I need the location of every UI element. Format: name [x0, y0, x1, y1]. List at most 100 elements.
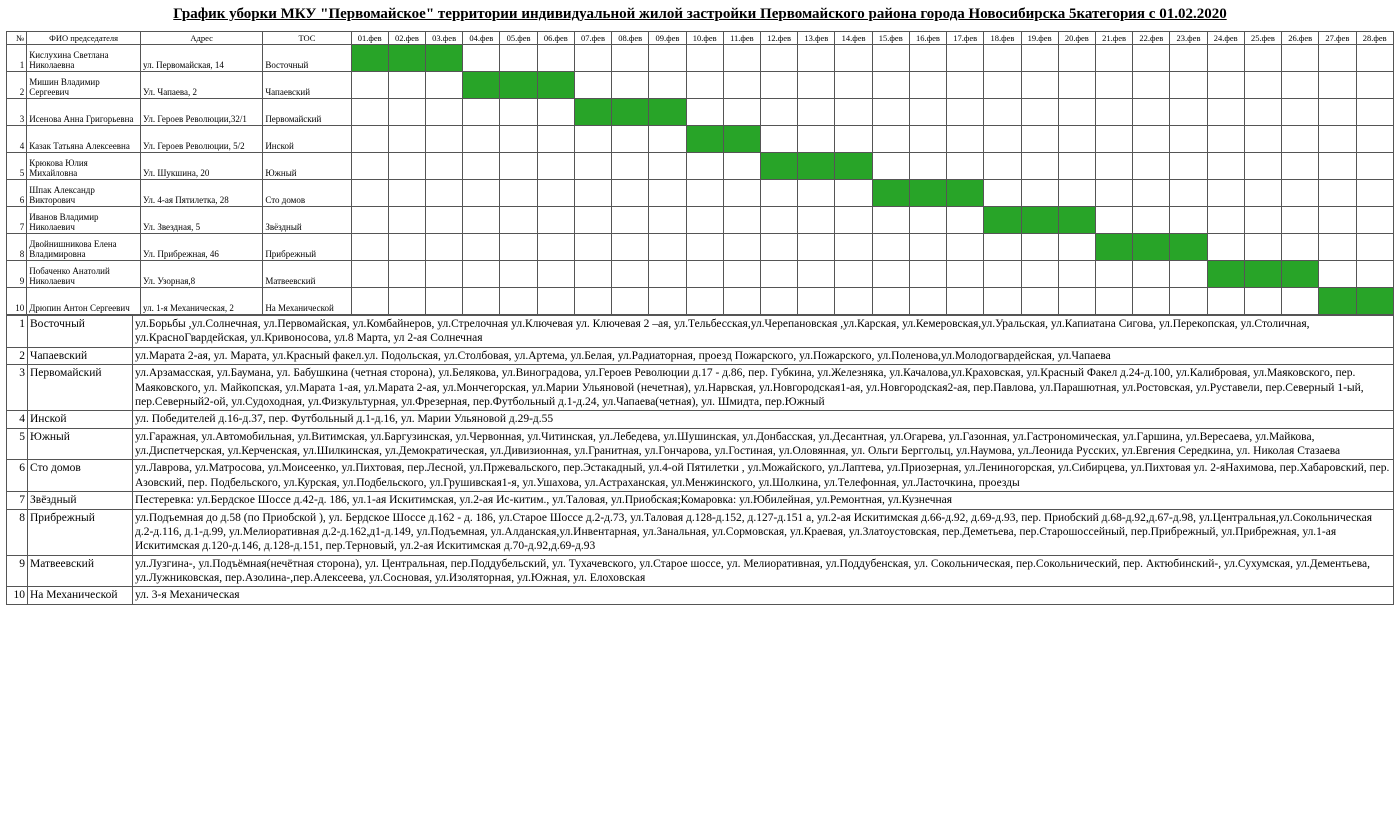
cell-day [723, 180, 760, 207]
cell-day [1133, 261, 1170, 288]
cell-address: Ул. Шукшина, 20 [141, 153, 263, 180]
cell-day [723, 45, 760, 72]
cell-day [649, 180, 686, 207]
cell-day [1244, 207, 1281, 234]
col-header-day-24: 24.фев [1207, 32, 1244, 45]
cell-day [1319, 288, 1356, 315]
district-name: Инской [28, 411, 133, 428]
cell-num: 3 [7, 99, 27, 126]
district-desc: ул.Подъемная до д.58 (по Приобской ), ул… [133, 509, 1394, 555]
cell-day [1170, 153, 1207, 180]
cell-day [388, 180, 425, 207]
cell-day [500, 180, 537, 207]
cell-day [761, 288, 798, 315]
cell-name: Исенова Анна Григорьевна [27, 99, 141, 126]
cell-address: Ул. Звездная, 5 [141, 207, 263, 234]
district-name: Восточный [28, 316, 133, 348]
cell-day [1319, 99, 1356, 126]
page-title: График уборки МКУ "Первомайское" террито… [6, 6, 1394, 23]
col-header-day-4: 04.фев [463, 32, 500, 45]
cell-day [1319, 153, 1356, 180]
cell-day [1095, 45, 1132, 72]
cell-day [1356, 234, 1394, 261]
cell-day [1095, 234, 1132, 261]
cell-day [1058, 207, 1095, 234]
cell-day [649, 234, 686, 261]
cell-day [1207, 288, 1244, 315]
cell-day [1319, 45, 1356, 72]
cell-day [686, 72, 723, 99]
table-row: 1Кислухина Светлана Николаевнаул. Первом… [7, 45, 1394, 72]
cell-day [463, 45, 500, 72]
cell-day [909, 99, 946, 126]
cell-day [1021, 288, 1058, 315]
table-row: 7Иванов Владимир НиколаевичУл. Звездная,… [7, 207, 1394, 234]
cell-day [984, 207, 1021, 234]
cell-day [909, 261, 946, 288]
district-desc: Пестеревка: ул.Бердское Шоссе д.42-д. 18… [133, 492, 1394, 509]
district-row: 6Сто домовул.Лаврова, ул.Матросова, ул.М… [7, 460, 1394, 492]
cell-day [1207, 207, 1244, 234]
col-header-num: № [7, 32, 27, 45]
cell-tos: Южный [263, 153, 351, 180]
district-desc: ул.Марата 2-ая, ул. Марата, ул.Красный ф… [133, 347, 1394, 364]
col-header-name: ФИО председателя [27, 32, 141, 45]
cell-day [500, 153, 537, 180]
cell-tos: Первомайский [263, 99, 351, 126]
cell-day [1170, 261, 1207, 288]
cell-day [1282, 207, 1319, 234]
cell-day [649, 72, 686, 99]
col-header-day-13: 13.фев [798, 32, 835, 45]
cell-day [463, 234, 500, 261]
cell-day [426, 72, 463, 99]
cell-day [1244, 72, 1281, 99]
cell-day [500, 234, 537, 261]
cell-day [1058, 72, 1095, 99]
cell-day [1282, 126, 1319, 153]
cell-day [574, 72, 611, 99]
cell-day [1095, 126, 1132, 153]
cell-day [1170, 99, 1207, 126]
cell-day [1207, 234, 1244, 261]
cell-day [872, 234, 909, 261]
cell-day [500, 45, 537, 72]
col-header-day-9: 09.фев [649, 32, 686, 45]
cell-day [984, 261, 1021, 288]
cell-day [723, 126, 760, 153]
table-row: 8Двойнишникова Елена ВладимировнаУл. При… [7, 234, 1394, 261]
cell-day [500, 288, 537, 315]
cell-day [909, 207, 946, 234]
cell-day [947, 288, 984, 315]
cell-day [984, 288, 1021, 315]
cell-day [798, 207, 835, 234]
cell-day [574, 261, 611, 288]
cell-day [1356, 45, 1394, 72]
cell-num: 4 [7, 126, 27, 153]
cell-day [463, 72, 500, 99]
cell-tos: Чапаевский [263, 72, 351, 99]
col-header-day-3: 03.фев [426, 32, 463, 45]
cell-day [426, 45, 463, 72]
cell-day [1244, 261, 1281, 288]
cell-day [1319, 72, 1356, 99]
cell-address: Ул. Узорная,8 [141, 261, 263, 288]
cell-day [537, 45, 574, 72]
col-header-day-18: 18.фев [984, 32, 1021, 45]
district-num: 3 [7, 365, 28, 411]
table-row: 3Исенова Анна ГригорьевнаУл. Героев Рево… [7, 99, 1394, 126]
cell-day [649, 126, 686, 153]
cell-day [835, 234, 872, 261]
district-name: Матвеевский [28, 555, 133, 587]
cell-day [686, 153, 723, 180]
cell-day [872, 99, 909, 126]
cell-day [612, 99, 649, 126]
cell-day [686, 126, 723, 153]
cell-day [574, 45, 611, 72]
cell-day [574, 207, 611, 234]
col-header-day-19: 19.фев [1021, 32, 1058, 45]
col-header-day-1: 01.фев [351, 32, 388, 45]
cell-day [351, 288, 388, 315]
col-header-day-26: 26.фев [1282, 32, 1319, 45]
cell-day [686, 261, 723, 288]
cell-day [351, 180, 388, 207]
